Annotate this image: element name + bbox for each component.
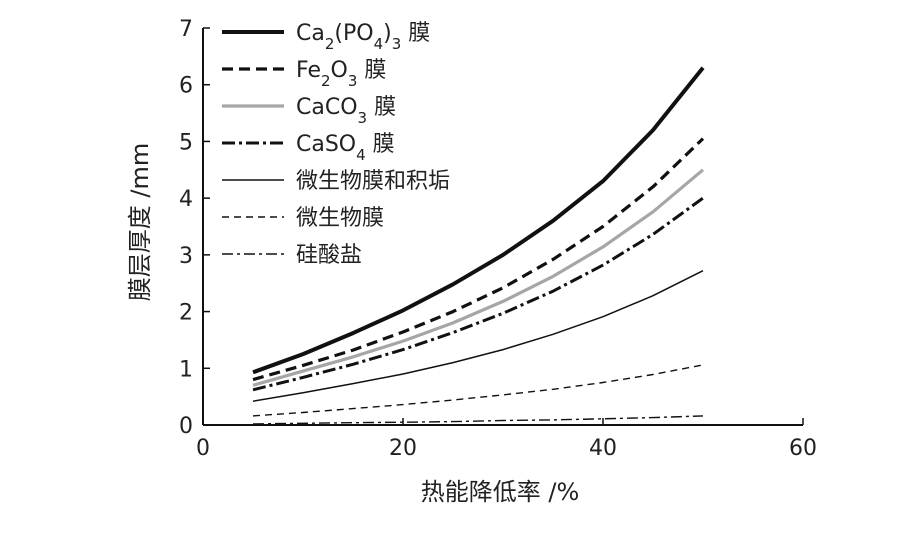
y-tick-label: 7 (179, 17, 193, 42)
legend-label: CaCO3 膜 (296, 95, 396, 127)
y-tick-label: 4 (179, 187, 193, 212)
legend-label: 微生物膜 (296, 206, 384, 231)
series-line-4 (252, 196, 704, 392)
y-ticks: 0 1 2 3 4 5 6 7 (179, 17, 210, 439)
series-line-5 (252, 270, 704, 402)
series-line-6 (252, 364, 704, 417)
legend-label: Fe2O3 膜 (296, 58, 386, 90)
y-tick-label: 2 (179, 301, 193, 326)
axes (202, 28, 803, 426)
series-lines (252, 66, 705, 425)
legend-label: Ca2(PO4)3 膜 (296, 21, 430, 53)
x-tick-label: 60 (789, 436, 817, 461)
x-tick-label: 0 (196, 436, 210, 461)
series-line-1 (252, 66, 705, 375)
y-tick-label: 3 (179, 244, 193, 269)
x-ticks: 0 20 40 60 (196, 418, 817, 461)
y-tick-label: 1 (179, 357, 193, 382)
x-tick-label: 40 (589, 436, 617, 461)
series-line-3 (252, 168, 705, 387)
series-line-7 (252, 415, 704, 425)
legend-label: 硅酸盐 (296, 243, 362, 268)
legend: Ca2(PO4)3 膜 Fe2O3 膜 CaCO3 膜 CaSO4 膜微生物膜和积垢微… (222, 21, 450, 268)
x-axis-label: 热能降低率 /% (421, 478, 580, 506)
y-tick-label: 6 (179, 74, 193, 99)
y-tick-label: 5 (179, 130, 193, 155)
legend-label: 微生物膜和积垢 (296, 169, 450, 194)
legend-label: CaSO4 膜 (296, 132, 395, 164)
y-tick-label: 0 (179, 414, 193, 439)
x-tick-label: 20 (389, 436, 417, 461)
y-axis-label: 膜层厚度 /mm (126, 143, 154, 301)
series-line-2 (252, 137, 705, 382)
